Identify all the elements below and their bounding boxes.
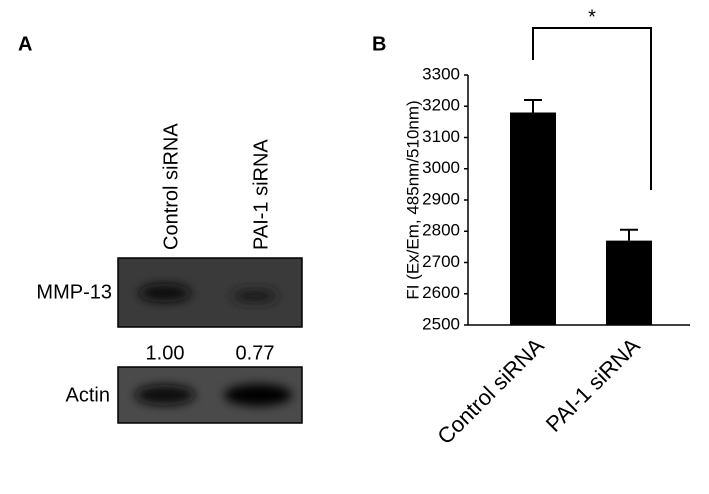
error-bar bbox=[524, 99, 542, 113]
y-tick-label: 2700 bbox=[422, 252, 460, 271]
significance-bracket bbox=[532, 27, 652, 190]
lane-label: Control siRNA bbox=[160, 123, 182, 250]
y-tick-label: 3100 bbox=[422, 127, 460, 146]
bar bbox=[510, 112, 556, 325]
y-tick-label: 3000 bbox=[422, 158, 460, 177]
y-tick-label: 2900 bbox=[422, 189, 460, 208]
y-tick-label: 3300 bbox=[422, 64, 460, 83]
panel-label: A bbox=[18, 33, 32, 55]
panel-label: B bbox=[372, 33, 386, 55]
x-tick-label: PAI-1 siRNA bbox=[541, 333, 645, 437]
row-label: MMP-13 bbox=[36, 281, 112, 303]
annotation: * bbox=[588, 6, 596, 28]
blot-actin bbox=[117, 366, 303, 424]
lane-label: PAI-1 siRNA bbox=[250, 139, 272, 250]
y-tick-label: 3200 bbox=[422, 96, 460, 115]
error-bar bbox=[620, 228, 638, 241]
x-tick-label: Control siRNA bbox=[432, 333, 548, 449]
y-tick-label: 2500 bbox=[422, 314, 460, 333]
y-tick-label: 2800 bbox=[422, 221, 460, 240]
y-tick-label: 2600 bbox=[422, 283, 460, 302]
row-label: Actin bbox=[66, 384, 110, 406]
bar bbox=[606, 240, 652, 325]
blot-mmp13 bbox=[117, 257, 303, 328]
y-axis-label: FI (Ex/Em, 485nm/510nm) bbox=[403, 100, 422, 299]
ratio: 0.77 bbox=[236, 342, 275, 364]
ratio: 1.00 bbox=[146, 342, 185, 364]
